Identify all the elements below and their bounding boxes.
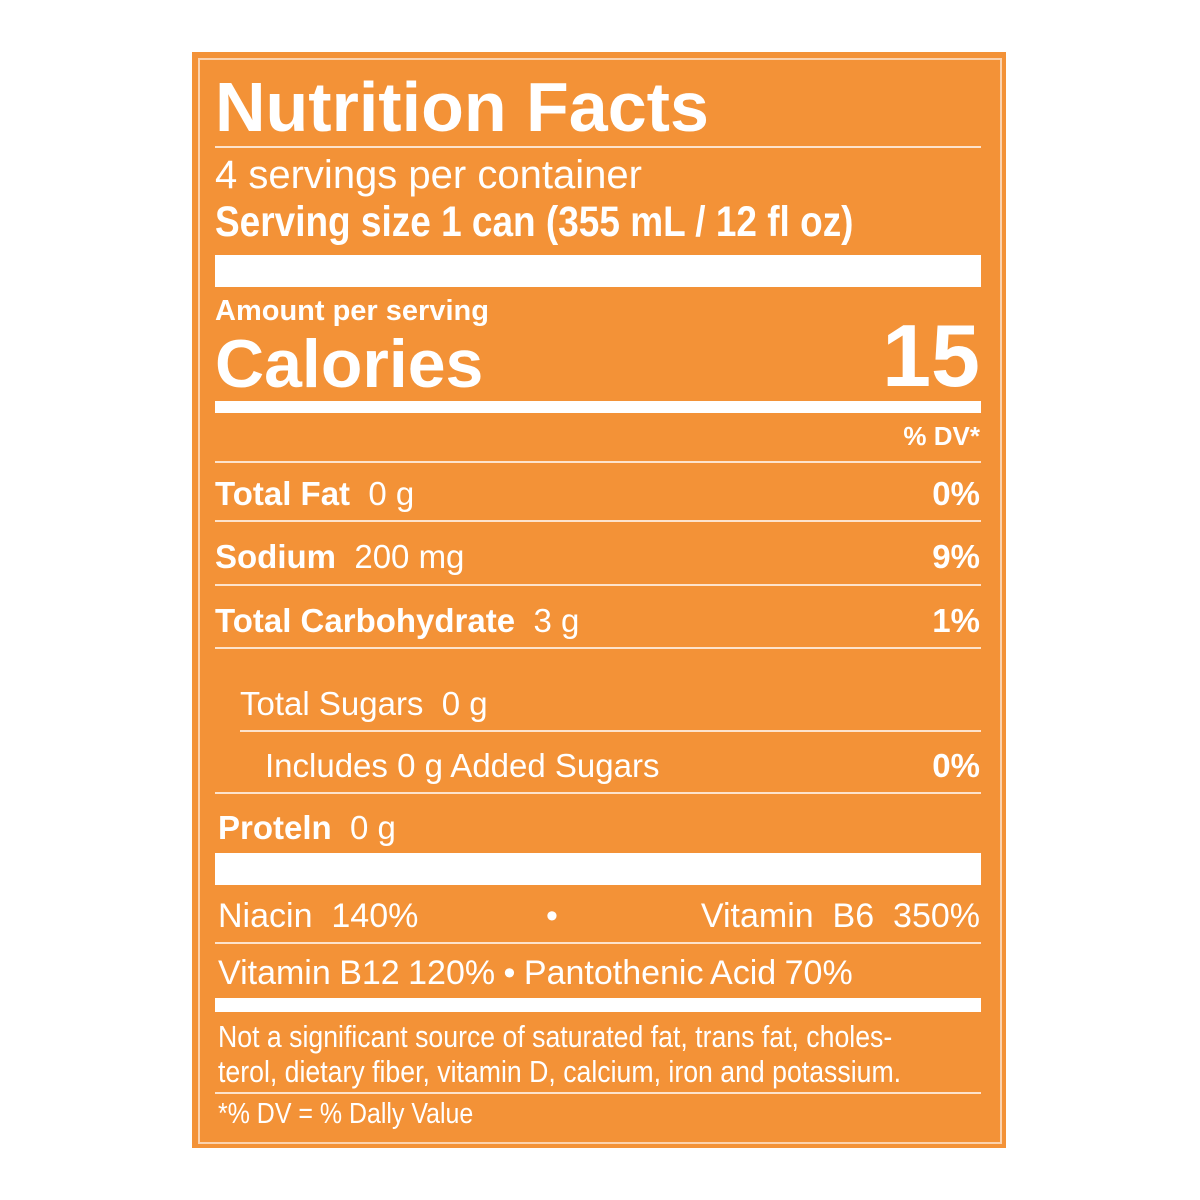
- nutrient-dv: 9%: [932, 538, 980, 575]
- label-border: [198, 58, 1002, 1144]
- divider: [215, 647, 981, 649]
- calories-label: Calories: [215, 326, 484, 402]
- nutrient-amount: 3 g: [533, 602, 580, 639]
- medium-divider: [215, 401, 981, 413]
- medium-divider: [215, 998, 981, 1012]
- vitamin-b6: Vitamin B6 350%: [700, 897, 980, 935]
- nutrient-name: Sodium: [215, 538, 336, 575]
- amount-per-serving: Amount per serving: [215, 295, 489, 327]
- label-title: Nutrition Facts: [215, 68, 709, 146]
- thick-divider: [215, 255, 981, 287]
- nutrient-amount: 0 g: [368, 475, 415, 512]
- divider: [215, 461, 981, 463]
- added-sugars-dv: 0%: [932, 747, 980, 784]
- added-sugars: Includes 0 g Added Sugars: [265, 747, 660, 784]
- footnote-line-1: Not a significant source of saturated fa…: [218, 1019, 893, 1054]
- vitamin-row-2: Vitamin B12 120% • Pantothenic Acid 70%: [218, 954, 853, 992]
- divider: [240, 730, 981, 732]
- nutrient-dv: 0%: [932, 475, 980, 512]
- dv-header: % DV*: [903, 421, 980, 451]
- footnote-line-2: terol, dietary fiber, vitamin D, calcium…: [218, 1054, 902, 1089]
- divider: [215, 1092, 981, 1094]
- total-sugars: Total Sugars 0 g: [240, 685, 488, 722]
- nutrient-name: Total Fat: [215, 475, 351, 512]
- nutrient-name: Proteln: [218, 809, 332, 846]
- vitamin-niacin: Niacin 140%: [218, 897, 419, 935]
- nutrition-label-panel: [192, 52, 1006, 1148]
- divider: [215, 584, 981, 586]
- nutrient-name: Total Carbohydrate: [215, 602, 516, 639]
- divider: [215, 792, 981, 794]
- divider: [215, 520, 981, 522]
- divider: [215, 942, 981, 944]
- nutrient-dv: 1%: [932, 602, 980, 639]
- nutrient-amount: 0 g: [350, 809, 396, 846]
- thick-divider: [215, 853, 981, 885]
- serving-size: Serving size 1 can (355 mL / 12 fl oz): [215, 198, 854, 246]
- dv-footnote: *% DV = % Dally Value: [218, 1098, 474, 1130]
- servings-per-container: 4 servings per container: [215, 153, 642, 197]
- nutrient-amount: 200 mg: [354, 538, 465, 575]
- calories-value: 15: [882, 306, 980, 405]
- bullet-separator: •: [546, 897, 558, 935]
- nutrient-row-protein: Proteln 0 g: [218, 811, 396, 844]
- divider: [215, 146, 981, 148]
